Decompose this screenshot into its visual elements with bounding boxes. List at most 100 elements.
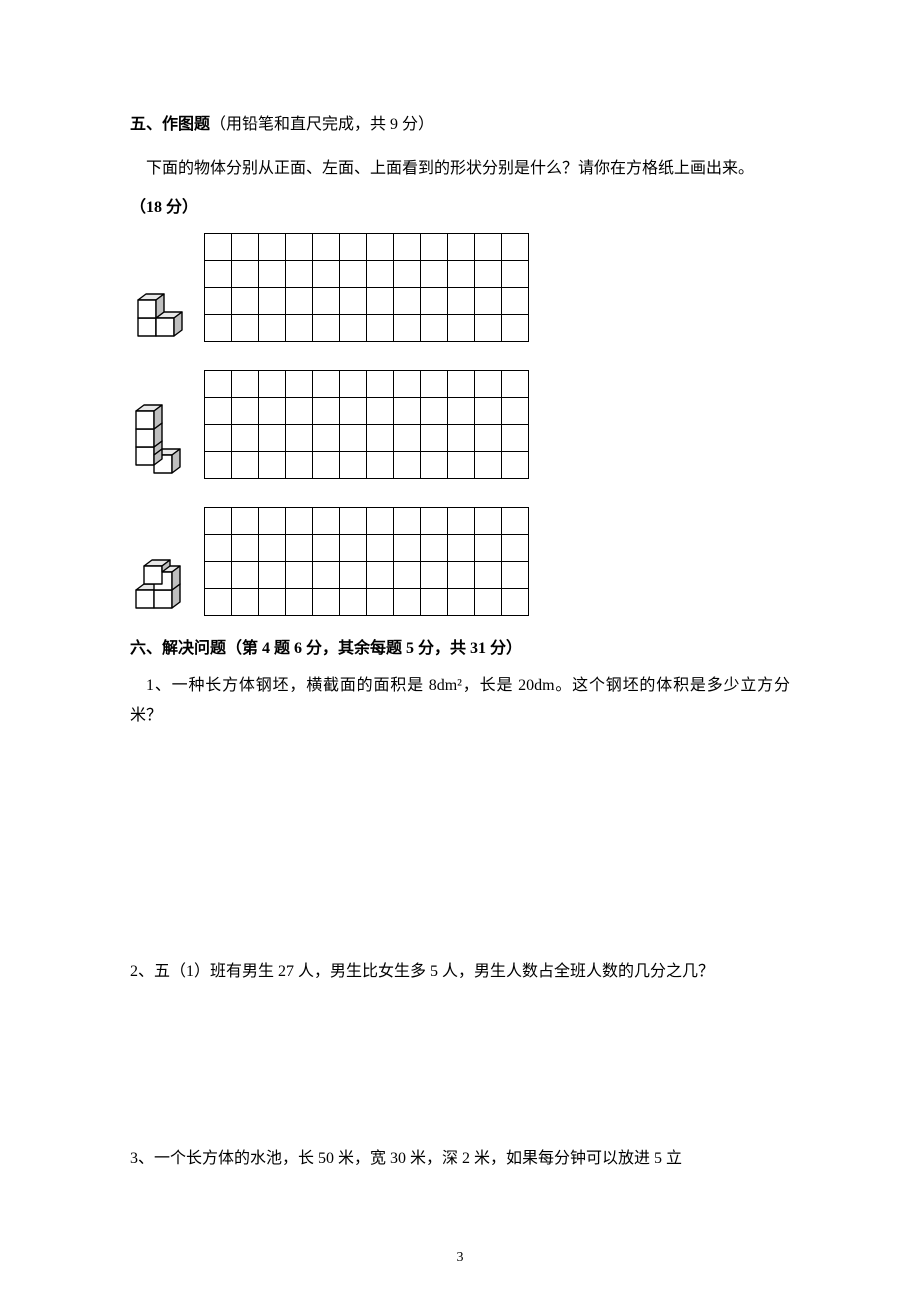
grid-cell (286, 261, 313, 288)
grid-cell (475, 261, 502, 288)
grid-cell (475, 398, 502, 425)
grid-cell (205, 234, 232, 261)
grid-cell (475, 535, 502, 562)
grid-cell (367, 288, 394, 315)
grid-cell (205, 371, 232, 398)
grid-cell (475, 452, 502, 479)
spacer-1 (130, 731, 790, 951)
cube-shape-2-svg (132, 401, 198, 479)
grid-cell (286, 535, 313, 562)
grid-cell (259, 234, 286, 261)
grid-cell (367, 371, 394, 398)
grid-cell (448, 508, 475, 535)
grid-cell (313, 288, 340, 315)
grid-cell (313, 452, 340, 479)
grid-cell (367, 508, 394, 535)
section5-heading: 五、作图题（用铅笔和直尺完成，共 9 分） (130, 110, 790, 140)
grid-cell (502, 371, 529, 398)
grid-cell (475, 562, 502, 589)
grid-cell (286, 398, 313, 425)
grid-cell (259, 398, 286, 425)
grid-cell (232, 425, 259, 452)
grid-cell (286, 234, 313, 261)
grid-cell (313, 589, 340, 616)
section5-heading-rest: （用铅笔和直尺完成，共 9 分） (210, 116, 434, 133)
grid-cell (502, 315, 529, 342)
grid-cell (448, 288, 475, 315)
grid-cell (421, 508, 448, 535)
grid-cell (367, 425, 394, 452)
grid-cell (448, 315, 475, 342)
grid-cell (205, 562, 232, 589)
grid-cell (340, 234, 367, 261)
grid-cell (475, 234, 502, 261)
grid-cell (205, 315, 232, 342)
q6-3: 3、一个长方体的水池，长 50 米，宽 30 米，深 2 米，如果每分钟可以放进… (130, 1144, 790, 1174)
section5-heading-bold: 五、作图题 (130, 116, 210, 133)
grid-cell (340, 288, 367, 315)
grid-cell (394, 261, 421, 288)
grid-cell (394, 398, 421, 425)
grid-cell (502, 398, 529, 425)
page: 五、作图题（用铅笔和直尺完成，共 9 分） 下面的物体分别从正面、左面、上面看到… (0, 0, 920, 1302)
grid-cell (205, 398, 232, 425)
q6-1: 1、一种长方体钢坯，横截面的面积是 8dm²，长是 20dm。这个钢坯的体积是多… (130, 671, 790, 732)
grid-cell (259, 261, 286, 288)
grid-cell (340, 562, 367, 589)
grid-cell (502, 508, 529, 535)
grid-cell (259, 452, 286, 479)
grid-cell (448, 234, 475, 261)
grid-cell (394, 425, 421, 452)
grid-cell (421, 234, 448, 261)
grid-cell (394, 371, 421, 398)
grid-cell (421, 261, 448, 288)
grid-cell (367, 261, 394, 288)
grid-cell (502, 261, 529, 288)
grid-1 (204, 233, 529, 342)
grid-cell (475, 315, 502, 342)
grid-cell (394, 589, 421, 616)
grid-cell (205, 288, 232, 315)
grid-cell (259, 288, 286, 315)
grid-cell (232, 261, 259, 288)
grid-cell (313, 562, 340, 589)
section6-heading: 六、解决问题（第 4 题 6 分，其余每题 5 分，共 31 分） (130, 634, 790, 664)
grid-cell (394, 234, 421, 261)
grid-cell (205, 589, 232, 616)
grid-cell (259, 535, 286, 562)
grid-cell (421, 535, 448, 562)
grid-cell (259, 371, 286, 398)
grid-cell (313, 535, 340, 562)
grid-cell (367, 398, 394, 425)
grid-cell (232, 535, 259, 562)
grid-cell (286, 508, 313, 535)
grid-cell (502, 562, 529, 589)
grid-cell (502, 288, 529, 315)
grid-cell (421, 562, 448, 589)
grid-cell (448, 425, 475, 452)
cube-row-3 (130, 507, 790, 616)
grid-cell (502, 589, 529, 616)
grid-cell (448, 535, 475, 562)
grid-cell (232, 589, 259, 616)
grid-cell (394, 508, 421, 535)
grid-cell (475, 425, 502, 452)
grid-2 (204, 370, 529, 479)
cube-shape-3-svg (132, 554, 198, 616)
grid-cell (205, 261, 232, 288)
grid-cell (421, 398, 448, 425)
cube-shape-3 (130, 554, 200, 616)
grid-cell (502, 425, 529, 452)
grid-cell (421, 452, 448, 479)
grid-cell (232, 398, 259, 425)
grid-cell (394, 562, 421, 589)
grid-cell (475, 371, 502, 398)
grid-cell (475, 288, 502, 315)
grid-cell (367, 535, 394, 562)
grid-cell (340, 315, 367, 342)
cube-shape-2 (130, 401, 200, 479)
grid-cell (340, 398, 367, 425)
grid-cell (475, 589, 502, 616)
grid-cell (394, 315, 421, 342)
grid-cell (313, 261, 340, 288)
